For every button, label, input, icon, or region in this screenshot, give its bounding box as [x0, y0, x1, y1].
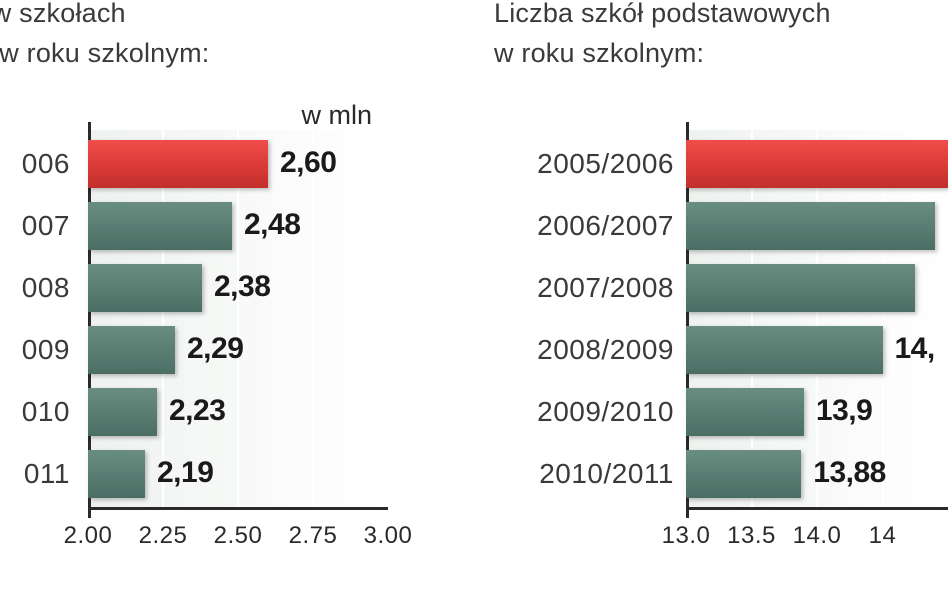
x-tick-label: 14	[869, 522, 897, 550]
left-title-line2: owych w roku szkolnym:	[0, 38, 209, 68]
bar	[686, 202, 935, 250]
bar	[686, 326, 883, 374]
bar-highlight	[686, 140, 948, 188]
bar-value-label: 2,48	[244, 208, 300, 242]
left-title: zniów w szkołach owych w roku szkolnym:	[0, 0, 434, 73]
y-label: 2009/2010	[537, 382, 680, 442]
right-title-line1: Liczba szkół podstawowych	[494, 0, 831, 28]
y-label: 011	[24, 444, 76, 504]
y-label: 010	[22, 382, 76, 442]
bar	[88, 202, 232, 250]
x-tick-label: 2.75	[289, 522, 338, 550]
y-label: 2008/2009	[537, 320, 680, 380]
bar	[686, 264, 915, 312]
y-label: 007	[22, 196, 76, 256]
right-title: Liczba szkół podstawowych w roku szkolny…	[494, 0, 948, 73]
x-tick-label: 2.25	[139, 522, 188, 550]
bar-value-label: 2,23	[169, 394, 225, 428]
bar	[686, 388, 804, 436]
left-plot-area: 2.002.252.502.753.00 2,602,482,382,292,2…	[88, 130, 388, 510]
right-x-axis	[686, 507, 948, 510]
bar-value-label: 2,60	[280, 146, 336, 180]
right-chart-panel: Liczba szkół podstawowych w roku szkolny…	[480, 0, 948, 593]
x-tick-label: 2.50	[214, 522, 263, 550]
bar-value-label: 13,88	[813, 456, 886, 490]
left-x-ticks: 2.002.252.502.753.00	[88, 516, 388, 556]
right-title-line2: w roku szkolnym:	[494, 38, 704, 68]
y-label: 008	[22, 258, 76, 318]
bar	[88, 388, 157, 436]
y-label: 2005/2006	[537, 134, 680, 194]
x-tick-label: 13.5	[727, 522, 776, 550]
bar	[88, 450, 145, 498]
y-label: 2010/2011	[539, 444, 680, 504]
bar-highlight	[88, 140, 268, 188]
bar-value-label: 2,38	[214, 270, 270, 304]
right-y-labels: 2005/20062006/20072007/20082008/20092009…	[484, 130, 680, 560]
bar	[88, 264, 202, 312]
bar-value-label: 2,19	[157, 456, 213, 490]
y-label: 009	[22, 320, 76, 380]
right-plot-area: 13.013.514.014 14,13,913,88	[686, 130, 948, 510]
bar	[88, 326, 175, 374]
bar-value-label: 14,	[895, 332, 935, 366]
x-tick-label: 2.00	[64, 522, 113, 550]
x-tick-label: 13.0	[662, 522, 711, 550]
bar	[686, 450, 801, 498]
left-x-axis	[88, 507, 388, 510]
x-tick-label: 3.00	[364, 522, 413, 550]
bar-value-label: 2,29	[187, 332, 243, 366]
right-x-ticks: 13.013.514.014	[686, 516, 948, 556]
left-title-line1: zniów w szkołach	[0, 0, 126, 28]
left-y-labels: 006007008009010011	[0, 130, 76, 560]
y-label: 006	[22, 134, 76, 194]
y-label: 2006/2007	[537, 196, 680, 256]
bar-value-label: 13,9	[816, 394, 872, 428]
x-tick-label: 14.0	[793, 522, 842, 550]
left-chart-panel: zniów w szkołach owych w roku szkolnym: …	[0, 0, 480, 593]
left-unit: w mln	[301, 100, 372, 131]
y-label: 2007/2008	[537, 258, 680, 318]
gridline	[312, 130, 314, 510]
